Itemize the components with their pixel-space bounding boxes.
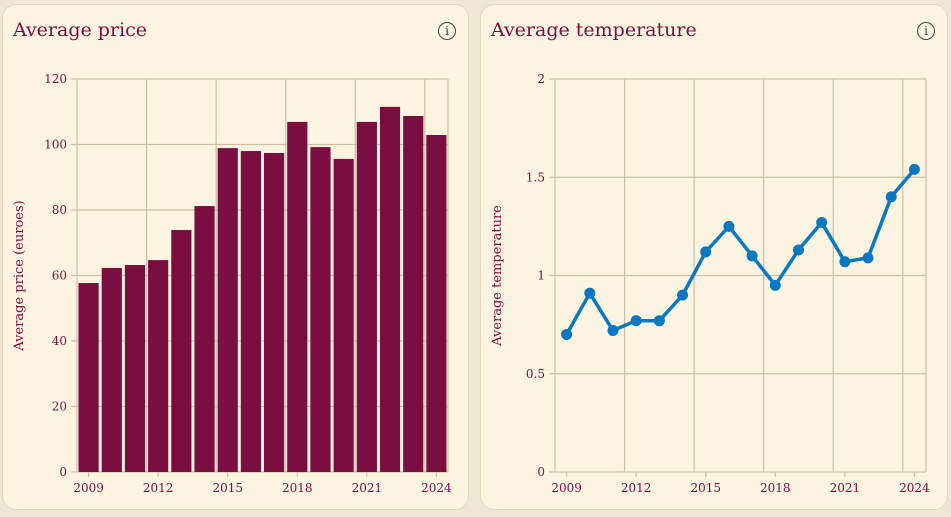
x-tick-label: 2024 [421, 481, 452, 495]
x-tick-label: 2021 [352, 481, 383, 495]
bar-2020 [333, 158, 354, 472]
x-tick-label: 2021 [830, 481, 861, 495]
bar-2018 [287, 121, 308, 472]
y-axis-label: Average price (euroes) [12, 200, 27, 351]
point-2020 [816, 216, 828, 228]
bar-2010 [101, 267, 122, 472]
point-2021 [839, 256, 851, 268]
bar-2009 [78, 283, 99, 472]
bar-2012 [148, 260, 169, 472]
point-2022 [862, 252, 874, 264]
bar-2015 [217, 148, 238, 473]
x-tick-label: 2015 [690, 481, 721, 495]
x-tick-label: 2012 [143, 481, 174, 495]
card-title: Average price [13, 19, 147, 41]
card-title: Average temperature [491, 19, 697, 41]
bar-2022 [379, 106, 401, 473]
point-2013 [653, 315, 665, 327]
x-tick-label: 2009 [73, 481, 104, 495]
point-2019 [792, 244, 804, 256]
bar-2011 [124, 265, 146, 472]
point-2012 [630, 315, 642, 327]
y-tick-label: 1 [537, 269, 545, 283]
y-tick-label: 2 [537, 72, 545, 86]
info-icon[interactable]: i [917, 22, 935, 40]
point-2016 [723, 220, 735, 232]
y-tick-label: 80 [52, 203, 67, 217]
temperature-line [565, 168, 916, 336]
average-price-card: Average price i 0 20 40 60 80 100 120 2009 2012 2… [2, 4, 469, 510]
bar-2016 [240, 151, 261, 473]
point-2024 [908, 163, 920, 175]
x-tick-label: 2018 [760, 481, 791, 495]
bar-2013 [171, 229, 192, 472]
x-tick-label: 2012 [621, 481, 652, 495]
y-tick-label: 0 [537, 465, 545, 479]
y-tick-label: 120 [44, 72, 67, 86]
bar-2017 [264, 153, 285, 472]
point-2018 [769, 279, 781, 291]
y-tick-label: 60 [52, 269, 67, 283]
x-tick-label: 2015 [212, 481, 243, 495]
bar-2019 [310, 147, 331, 472]
bar-2021 [356, 121, 377, 472]
x-tick-label: 2009 [551, 481, 582, 495]
bar-2024 [426, 135, 447, 472]
y-tick-label: 1.5 [526, 170, 545, 184]
y-axis-label: Average temperature [490, 205, 505, 347]
x-tick-label: 2024 [899, 481, 930, 495]
point-2014 [677, 289, 689, 301]
point-2011 [607, 325, 619, 337]
y-tick-label: 40 [52, 334, 67, 348]
y-tick-label: 100 [44, 138, 67, 152]
price-bar-chart: 0 20 40 60 80 100 120 2009 2012 2015 2018 2021 2024 A… [12, 72, 452, 495]
x-tick-label: 2018 [282, 481, 313, 495]
point-2009 [561, 328, 573, 340]
point-2010 [584, 287, 596, 299]
y-tick-label: 0 [59, 465, 67, 479]
y-tick-label: 0.5 [526, 367, 545, 381]
average-temperature-card: Average temperature i 0 0.5 1 1.5 2 2009 2012 2… [480, 4, 948, 510]
info-icon[interactable]: i [438, 22, 456, 40]
point-2015 [700, 246, 712, 258]
point-2023 [885, 191, 897, 203]
y-tick-label: 20 [52, 400, 67, 414]
bar-2014 [194, 206, 215, 472]
temperature-line-chart: 0 0.5 1 1.5 2 2009 2012 2015 2018 2021 2024 Average… [490, 72, 930, 495]
bar-2023 [403, 116, 424, 472]
point-2017 [746, 250, 758, 262]
